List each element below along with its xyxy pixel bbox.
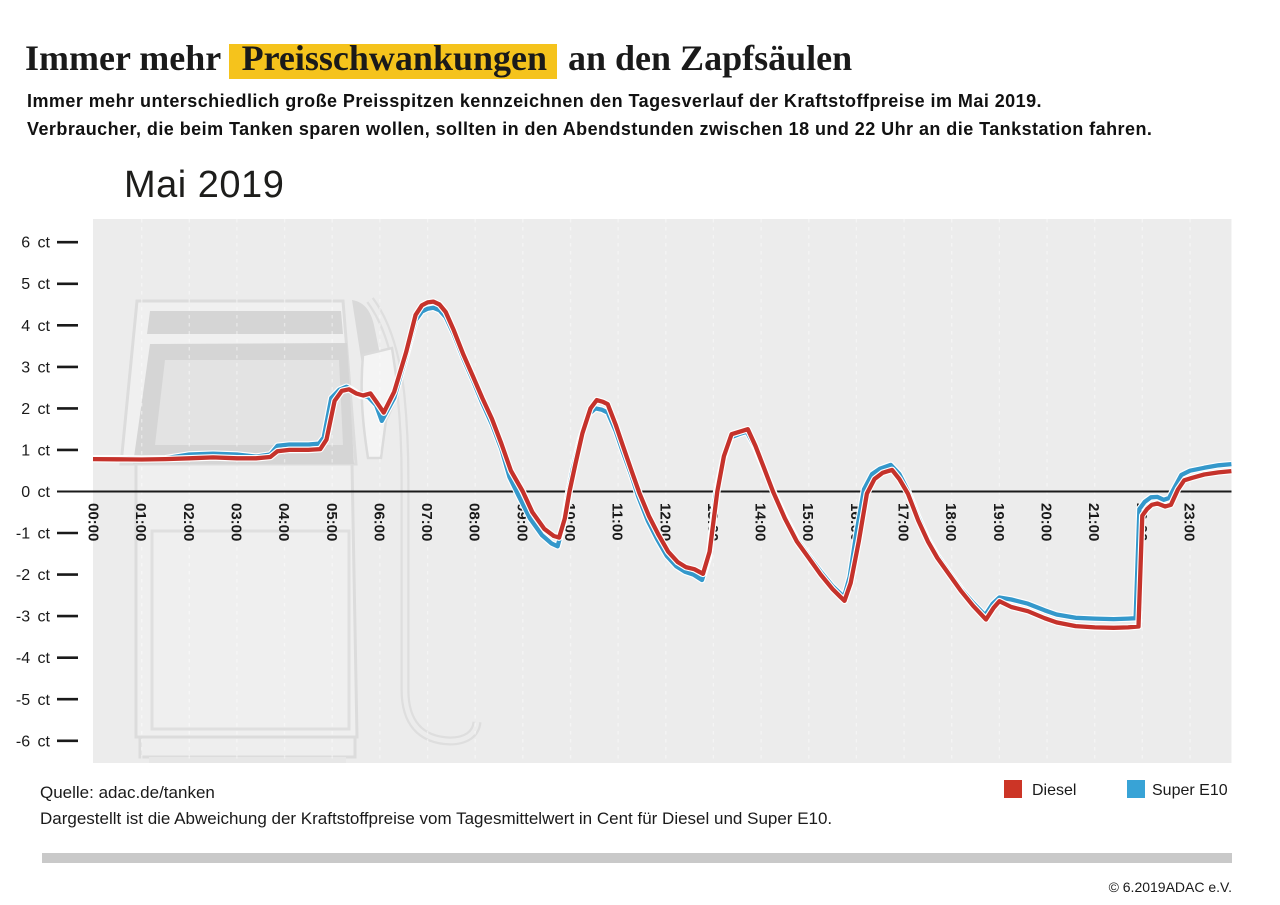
svg-text:05:00: 05:00 (323, 503, 340, 541)
svg-text:19:00: 19:00 (990, 503, 1007, 541)
svg-text:04:00: 04:00 (275, 503, 292, 541)
svg-text:03:00: 03:00 (227, 503, 244, 541)
svg-text:5 ct: 5 ct (21, 276, 50, 293)
svg-text:11:00: 11:00 (609, 503, 626, 541)
svg-text:06:00: 06:00 (370, 503, 387, 541)
svg-text:01:00: 01:00 (132, 503, 149, 541)
svg-text:07:00: 07:00 (418, 503, 435, 541)
svg-text:2 ct: 2 ct (21, 401, 50, 418)
svg-text:3 ct: 3 ct (21, 359, 50, 376)
svg-text:-6 ct: -6 ct (16, 733, 51, 750)
svg-text:00:00: 00:00 (85, 503, 102, 541)
svg-text:23:00: 23:00 (1181, 503, 1198, 541)
svg-text:20:00: 20:00 (1038, 503, 1055, 541)
svg-text:-2 ct: -2 ct (16, 567, 51, 584)
svg-text:4 ct: 4 ct (21, 318, 50, 335)
svg-text:-4 ct: -4 ct (16, 650, 51, 667)
svg-text:14:00: 14:00 (752, 503, 769, 541)
svg-text:6 ct: 6 ct (21, 235, 50, 252)
svg-text:1 ct: 1 ct (21, 442, 50, 459)
svg-text:15:00: 15:00 (799, 503, 816, 541)
svg-text:21:00: 21:00 (1085, 503, 1102, 541)
svg-text:-5 ct: -5 ct (16, 692, 51, 709)
svg-text:-3 ct: -3 ct (16, 609, 51, 626)
svg-text:-1 ct: -1 ct (16, 526, 51, 543)
svg-text:17:00: 17:00 (895, 503, 912, 541)
svg-text:18:00: 18:00 (942, 503, 959, 541)
svg-text:0 ct: 0 ct (21, 484, 50, 501)
svg-text:08:00: 08:00 (466, 503, 483, 541)
svg-text:02:00: 02:00 (180, 503, 197, 541)
